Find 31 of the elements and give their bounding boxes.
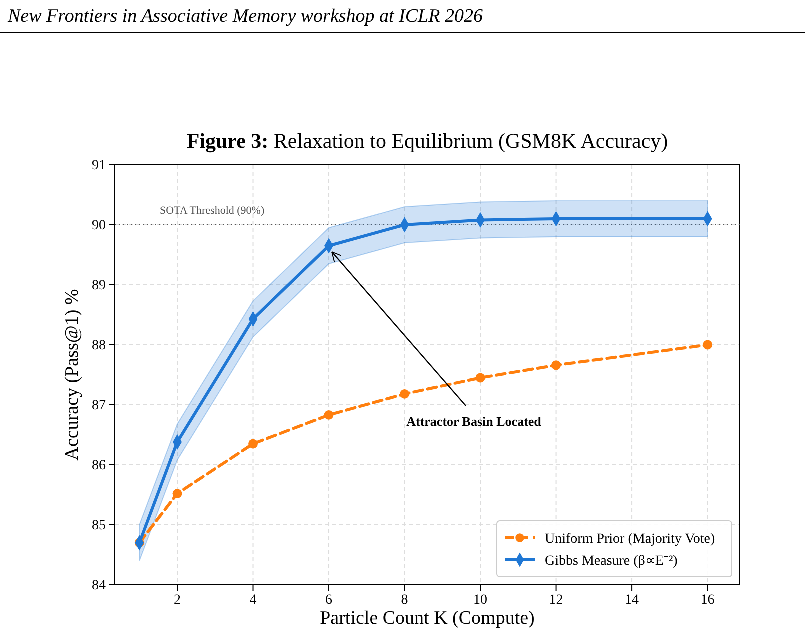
x-axis-title: Particle Count K (Compute) bbox=[320, 608, 535, 629]
x-tick-label: 14 bbox=[625, 592, 640, 608]
point bbox=[703, 340, 713, 350]
y-tick-label: 85 bbox=[92, 518, 106, 534]
point bbox=[400, 389, 410, 399]
y-tick-label: 90 bbox=[92, 218, 106, 234]
y-tick-label: 84 bbox=[92, 578, 106, 594]
legend-label: Uniform Prior (Majority Vote) bbox=[545, 532, 716, 547]
x-tick-label: 10 bbox=[474, 592, 488, 608]
x-tick-label: 8 bbox=[401, 592, 408, 608]
point bbox=[248, 439, 258, 449]
x-tick-label: 6 bbox=[326, 592, 333, 608]
point bbox=[476, 373, 486, 383]
point bbox=[172, 489, 182, 499]
point bbox=[324, 410, 334, 420]
y-tick-label: 88 bbox=[92, 338, 106, 354]
text: New Frontiers in Associative Memory workshop at ICLR 2026 bbox=[7, 6, 484, 27]
y-tick-label: 91 bbox=[92, 158, 106, 174]
y-tick-label: 86 bbox=[92, 458, 106, 474]
x-tick-label: 12 bbox=[549, 592, 564, 608]
chart-title: Figure 3: Relaxation to Equilibrium (GSM8K Accuracy) bbox=[186, 129, 668, 153]
annotation: Attractor Basin Located bbox=[406, 414, 542, 429]
x-tick-label: 4 bbox=[250, 592, 257, 608]
ref-line-label: SOTA Threshold (90%) bbox=[160, 205, 265, 217]
y-tick-label: 87 bbox=[92, 398, 106, 414]
x-tick-label: 2 bbox=[174, 592, 181, 608]
x-tick-label: 16 bbox=[700, 592, 715, 608]
legend-label: Gibbs Measure (β∝E⁻²) bbox=[545, 554, 678, 569]
point bbox=[552, 360, 562, 370]
y-tick-label: 89 bbox=[92, 278, 106, 294]
y-axis-title: Accuracy (Pass@1) % bbox=[62, 289, 83, 461]
